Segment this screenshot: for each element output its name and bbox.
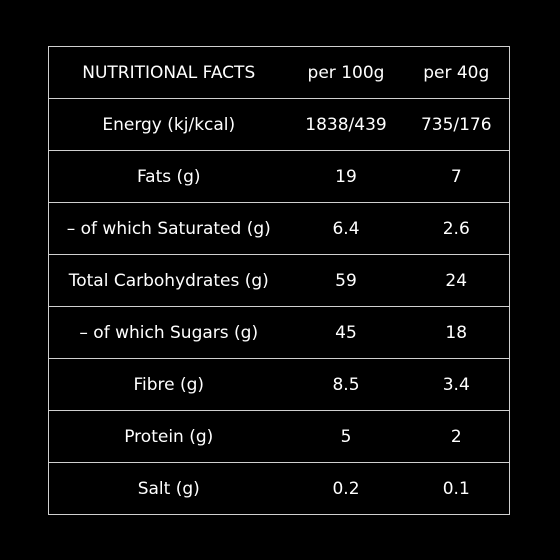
row-value-per-40g: 2.6 <box>403 202 510 255</box>
row-value-per-40g: 2 <box>403 410 510 463</box>
table-row: Fats (g) 19 7 <box>48 150 510 203</box>
row-value-per-100g: 6.4 <box>288 202 404 255</box>
nutrition-facts-table: NUTRITIONAL FACTS per 100g per 40g Energ… <box>48 46 510 515</box>
table-row: Fibre (g) 8.5 3.4 <box>48 358 510 411</box>
row-value-per-100g: 45 <box>288 306 404 359</box>
row-label: – of which Saturated (g) <box>48 202 289 255</box>
row-label: Energy (kj/kcal) <box>48 98 289 151</box>
table-row: Total Carbohydrates (g) 59 24 <box>48 254 510 307</box>
row-value-per-40g: 7 <box>403 150 510 203</box>
row-value-per-40g: 24 <box>403 254 510 307</box>
row-value-per-40g: 0.1 <box>403 462 510 515</box>
row-label: Protein (g) <box>48 410 289 463</box>
row-value-per-100g: 8.5 <box>288 358 404 411</box>
row-value-per-100g: 1838/439 <box>288 98 404 151</box>
row-value-per-40g: 18 <box>403 306 510 359</box>
row-label: Salt (g) <box>48 462 289 515</box>
row-value-per-100g: 59 <box>288 254 404 307</box>
row-label: Fats (g) <box>48 150 289 203</box>
header-nutritional-facts: NUTRITIONAL FACTS <box>48 46 289 99</box>
row-value-per-100g: 19 <box>288 150 404 203</box>
table-row: – of which Saturated (g) 6.4 2.6 <box>48 202 510 255</box>
row-value-per-100g: 5 <box>288 410 404 463</box>
table-row: – of which Sugars (g) 45 18 <box>48 306 510 359</box>
row-value-per-100g: 0.2 <box>288 462 404 515</box>
header-per-100g: per 100g <box>288 46 404 99</box>
table-header-row: NUTRITIONAL FACTS per 100g per 40g <box>48 46 510 99</box>
header-per-40g: per 40g <box>403 46 510 99</box>
table-row: Salt (g) 0.2 0.1 <box>48 462 510 515</box>
row-label: – of which Sugars (g) <box>48 306 289 359</box>
table-row: Protein (g) 5 2 <box>48 410 510 463</box>
row-value-per-40g: 3.4 <box>403 358 510 411</box>
row-value-per-40g: 735/176 <box>403 98 510 151</box>
row-label: Total Carbohydrates (g) <box>48 254 289 307</box>
table-row: Energy (kj/kcal) 1838/439 735/176 <box>48 98 510 151</box>
row-label: Fibre (g) <box>48 358 289 411</box>
